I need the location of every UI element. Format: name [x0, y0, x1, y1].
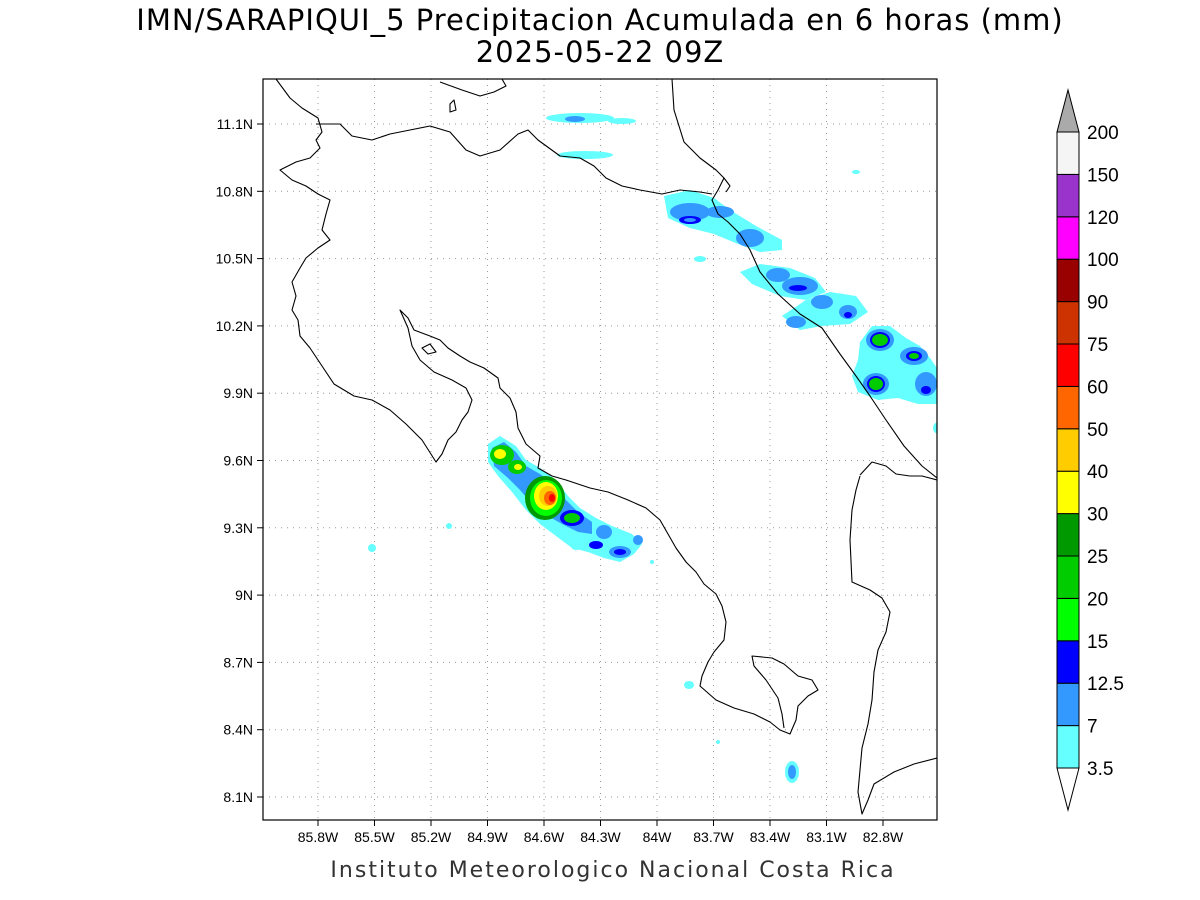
lat-tick-label: 11.1N [217, 116, 253, 132]
colorbar-level-label: 200 [1087, 123, 1119, 144]
colorbar-swatch [1056, 682, 1080, 727]
lon-tick-label: 85.5W [354, 829, 395, 845]
colorbar-swatch [1056, 173, 1080, 218]
colorbar-swatch [1056, 555, 1080, 599]
colorbar-level-label: 15 [1087, 632, 1108, 653]
footer-credit: Instituto Meteorologico Nacional Costa R… [330, 858, 895, 883]
colorbar-level-label: 30 [1087, 505, 1108, 526]
lat-tick-label: 9.6N [223, 453, 253, 469]
lon-tick-label: 83.4W [750, 829, 791, 845]
lon-tick-label: 84W [643, 829, 673, 845]
colorbar-arrow-low [1056, 767, 1080, 812]
latitude-tick-labels: 11.1N 10.8N 10.5N 10.2N 9.9N 9.6N 9.3N 9N 8.7N 8.… [216, 116, 263, 805]
colorbar-swatch [1056, 513, 1080, 557]
map-subtitle-date: 2025-05-22 09Z [476, 35, 725, 69]
map-title: IMN/SARAPIQUI_5 Precipitacion Acumulada … [136, 3, 1063, 37]
lat-tick-label: 8.1N [223, 789, 253, 805]
colorbar-swatch [1056, 470, 1080, 515]
precip-band-caribbean [546, 113, 937, 433]
lon-tick-label: 83.1W [806, 829, 847, 845]
lon-tick-label: 84.6W [524, 829, 565, 845]
lon-tick-label: 85.8W [298, 829, 339, 845]
colorbar-swatch [1056, 258, 1080, 303]
precipitation-field [368, 113, 937, 783]
lat-tick-label: 10.8N [216, 183, 253, 199]
lat-tick-label: 10.2N [216, 318, 253, 334]
longitude-tick-labels: 85.8W 85.5W 85.2W 84.9W 84.6W 84.3W 84W 83.7W 83… [298, 820, 904, 845]
colorbar-level-label: 60 [1087, 377, 1108, 398]
lat-tick-label: 9.3N [223, 520, 253, 536]
lat-tick-label: 8.7N [223, 654, 253, 670]
map-plot-area: 85.8W 85.5W 85.2W 84.9W 84.6W 84.3W 84W 83.7W 83… [216, 78, 938, 845]
colorbar-level-label: 50 [1087, 420, 1108, 441]
colorbar-level-label: 120 [1087, 208, 1119, 229]
colorbar-swatch [1056, 216, 1080, 260]
colorbar-level-label: 12.5 [1087, 674, 1124, 695]
colorbar-swatch [1056, 725, 1080, 769]
colorbar-level-label: 3.5 [1087, 759, 1113, 780]
colorbar-swatch [1056, 640, 1080, 684]
colorbar-swatch [1056, 301, 1080, 345]
colorbar-level-label: 75 [1087, 335, 1108, 356]
colorbar-level-label: 20 [1087, 589, 1108, 610]
colorbar-level-label: 100 [1087, 250, 1119, 271]
colorbar-swatch [1056, 385, 1080, 430]
lon-tick-label: 82.8W [863, 829, 904, 845]
precip-cells-south [684, 681, 799, 783]
map-background [263, 79, 937, 820]
lat-tick-label: 9N [235, 587, 253, 603]
colorbar-swatch [1056, 597, 1080, 642]
lon-tick-label: 85.2W [411, 829, 452, 845]
lat-tick-label: 8.4N [223, 722, 253, 738]
lon-tick-label: 83.7W [693, 829, 734, 845]
colorbar-level-label: 7 [1087, 717, 1098, 738]
lat-tick-label: 9.9N [223, 385, 253, 401]
precipitation-colorbar: 3.5 7 12.5 15 20 25 30 40 50 60 75 90 100 120 150 200 [1056, 88, 1124, 812]
colorbar-swatch [1056, 343, 1080, 387]
colorbar-level-label: 40 [1087, 462, 1108, 483]
lon-tick-label: 84.3W [580, 829, 621, 845]
lat-tick-label: 10.5N [216, 251, 253, 267]
colorbar-level-label: 25 [1087, 547, 1108, 568]
colorbar-level-label: 150 [1087, 165, 1119, 186]
colorbar-swatch [1056, 131, 1080, 175]
colorbar-level-label: 90 [1087, 293, 1108, 314]
coastlines-and-borders [275, 79, 937, 815]
colorbar-arrow-high [1056, 88, 1080, 133]
precip-cell-central-pacific [368, 436, 654, 564]
lon-tick-label: 84.9W [467, 829, 508, 845]
colorbar-swatch [1056, 428, 1080, 472]
